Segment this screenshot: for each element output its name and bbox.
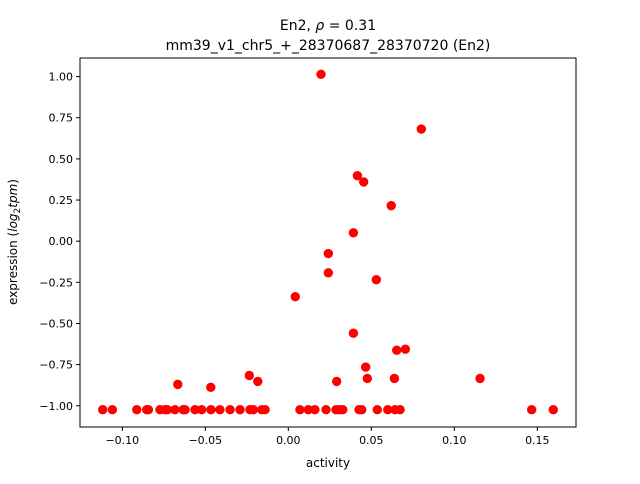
data-point xyxy=(526,405,537,415)
data-point xyxy=(170,405,180,415)
y-axis-ticks: 1.00 0.75 0.50 0.25 0.00 −0.25 −0.50 −0.75 −1.00 xyxy=(39,71,80,413)
y-tick-label: −1.00 xyxy=(39,400,73,413)
data-point xyxy=(372,405,383,415)
data-point xyxy=(323,248,334,259)
x-tick-label: 0.15 xyxy=(525,434,550,447)
data-point xyxy=(290,291,300,302)
data-point xyxy=(316,69,326,79)
data-point xyxy=(206,405,216,415)
data-point xyxy=(392,345,402,355)
data-point xyxy=(386,200,396,211)
axes-frame xyxy=(79,57,577,428)
data-point xyxy=(235,405,245,415)
x-axis-label: activity xyxy=(306,456,350,470)
data-point xyxy=(321,405,331,415)
y-tick-label: −0.25 xyxy=(39,276,73,289)
data-point xyxy=(395,405,405,415)
data-point xyxy=(352,170,363,181)
data-point xyxy=(383,405,393,415)
x-tick-label: −0.05 xyxy=(188,434,222,447)
y-axis-label: expression (log2tpm) xyxy=(6,179,23,305)
data-point xyxy=(338,405,348,415)
data-point xyxy=(303,405,313,415)
data-point xyxy=(260,405,270,415)
x-tick-label: 0.00 xyxy=(276,434,301,447)
y-tick-label: 0.75 xyxy=(49,112,74,125)
y-tick-label: 0.50 xyxy=(49,153,74,166)
x-axis-ticks: −0.10 −0.05 0.00 0.05 0.10 0.15 xyxy=(105,427,550,447)
x-tick-label: −0.10 xyxy=(105,434,139,447)
data-point xyxy=(107,405,118,415)
data-point xyxy=(180,405,190,415)
data-point xyxy=(173,379,183,390)
data-point xyxy=(248,405,259,415)
data-point xyxy=(162,405,173,415)
data-point xyxy=(400,344,411,354)
data-point xyxy=(253,376,263,387)
data-point xyxy=(244,370,255,381)
data-point xyxy=(323,268,334,278)
data-point xyxy=(98,405,108,415)
data-point xyxy=(360,362,371,372)
plot-area xyxy=(98,69,558,415)
x-tick-label: 0.10 xyxy=(442,434,467,447)
y-tick-label: 1.00 xyxy=(49,71,74,84)
data-point xyxy=(416,124,426,134)
y-tick-label: −0.50 xyxy=(39,317,73,330)
data-point xyxy=(310,405,320,415)
data-point xyxy=(348,228,359,238)
data-point xyxy=(371,274,382,285)
data-point xyxy=(548,405,558,415)
data-point xyxy=(132,405,142,415)
chart-title-line2: mm39_v1_chr5_+_28370687_28370720 (En2) xyxy=(166,38,491,54)
data-point xyxy=(331,376,342,387)
chart-title-line1: En2, ρ = 0.31 xyxy=(280,18,376,34)
x-tick-label: 0.05 xyxy=(359,434,384,447)
y-tick-label: 0.00 xyxy=(49,235,74,248)
data-point xyxy=(475,373,485,384)
data-point xyxy=(215,405,225,415)
data-point xyxy=(356,405,367,415)
data-point xyxy=(362,373,373,384)
data-point xyxy=(358,177,369,187)
y-tick-label: 0.25 xyxy=(49,194,74,207)
data-point xyxy=(348,328,359,338)
data-point xyxy=(196,405,207,415)
data-point xyxy=(225,405,235,415)
data-point xyxy=(190,405,200,415)
data-point xyxy=(389,373,400,384)
data-point xyxy=(143,405,154,415)
data-point xyxy=(206,382,216,393)
y-tick-label: −0.75 xyxy=(39,359,73,372)
data-point xyxy=(295,405,305,415)
